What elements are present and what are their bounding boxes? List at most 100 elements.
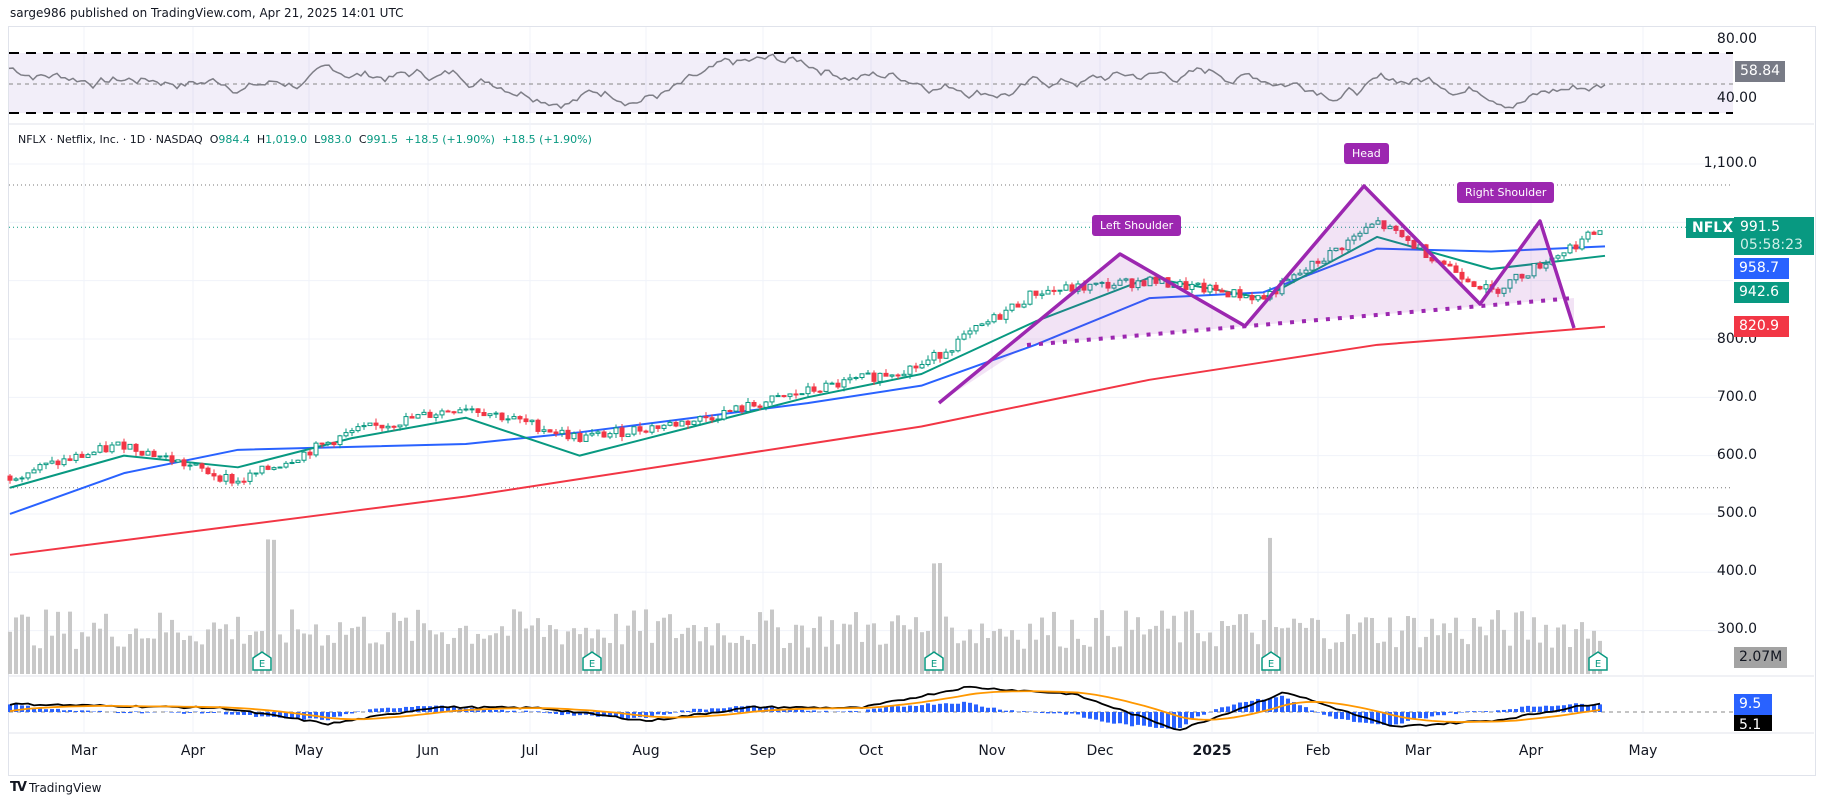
macd-hist-bar bbox=[332, 712, 336, 717]
candle-body bbox=[1333, 247, 1339, 252]
candle-body bbox=[355, 426, 361, 432]
volume-bar bbox=[1148, 629, 1152, 674]
volume-bar bbox=[146, 638, 150, 674]
candle-body bbox=[799, 393, 805, 396]
candle-body bbox=[319, 442, 325, 445]
candle-body bbox=[199, 463, 205, 469]
macd-hist-bar bbox=[1112, 712, 1116, 724]
volume-bar bbox=[770, 609, 774, 674]
volume-bar bbox=[344, 634, 348, 674]
macd-hist-bar bbox=[1274, 697, 1278, 712]
candle-body bbox=[1027, 290, 1033, 305]
candle-body bbox=[1183, 281, 1189, 290]
volume-bar bbox=[1220, 621, 1224, 674]
candle-body bbox=[487, 413, 493, 417]
tradingview-brand[interactable]: TV TradingView bbox=[10, 780, 101, 795]
candle-body bbox=[583, 434, 589, 442]
legend-change: +18.5 (+1.90%) bbox=[405, 133, 495, 146]
candle-body bbox=[739, 405, 745, 412]
candle-body bbox=[589, 432, 595, 436]
volume-bar bbox=[884, 643, 888, 674]
macd-hist-bar bbox=[758, 707, 762, 712]
macd-hist-bar bbox=[1358, 712, 1362, 723]
candle-body bbox=[529, 419, 535, 423]
macd-hist-bar bbox=[1088, 712, 1092, 719]
candle-body bbox=[1345, 239, 1351, 251]
volume-bar bbox=[1532, 617, 1536, 674]
candle-body bbox=[373, 422, 379, 426]
volume-bar bbox=[272, 539, 276, 674]
macd-hist-bar bbox=[800, 709, 804, 712]
macd-hist-bar bbox=[248, 712, 252, 715]
candle-body bbox=[943, 351, 949, 359]
volume-bar bbox=[1166, 628, 1170, 674]
candle-body bbox=[1555, 255, 1561, 259]
macd-hist-bar bbox=[1436, 712, 1440, 716]
candle-body bbox=[919, 363, 925, 369]
macd-hist-bar bbox=[608, 712, 612, 717]
macd-hist-bar bbox=[926, 703, 930, 712]
macd-hist-bar bbox=[1052, 712, 1056, 714]
candle-body bbox=[427, 411, 433, 418]
macd-hist-bar bbox=[1394, 712, 1398, 725]
candle-body bbox=[631, 426, 637, 435]
macd-hist-bar bbox=[1202, 712, 1206, 715]
macd-hist-bar bbox=[506, 711, 510, 712]
volume-bar bbox=[380, 644, 384, 674]
volume-bar bbox=[314, 624, 318, 674]
earnings-marker-letter: E bbox=[1595, 659, 1601, 670]
candle-body bbox=[1243, 295, 1249, 299]
volume-bar bbox=[194, 641, 198, 674]
candle-body bbox=[7, 475, 13, 481]
last-price: 991.5 bbox=[1740, 219, 1781, 235]
month-label: Mar bbox=[1404, 743, 1432, 759]
month-label: May bbox=[294, 743, 324, 759]
price-tick-300: 300.0 bbox=[1716, 621, 1757, 637]
last-price-tag: 991.5 05:58:23 bbox=[1734, 217, 1814, 255]
candle-body bbox=[1507, 279, 1513, 289]
volume-bar bbox=[944, 616, 948, 674]
volume-bar bbox=[1208, 632, 1212, 674]
volume-bar bbox=[584, 627, 588, 674]
macd-hist-bar bbox=[374, 708, 378, 712]
candle-body bbox=[1009, 303, 1015, 311]
macd-hist-bar bbox=[980, 706, 984, 712]
candle-body bbox=[907, 365, 913, 375]
macd-hist-bar bbox=[1076, 712, 1080, 715]
volume-bar bbox=[830, 620, 834, 674]
macd-hist-bar bbox=[1130, 712, 1134, 727]
volume-bar bbox=[494, 633, 498, 674]
volume-bar bbox=[1382, 641, 1386, 674]
macd-hist-bar bbox=[1352, 712, 1356, 722]
candle-body bbox=[697, 416, 703, 422]
volume-bar bbox=[956, 643, 960, 674]
earnings-marker-icon bbox=[924, 651, 944, 671]
candle-body bbox=[709, 417, 715, 421]
volume-bar bbox=[1028, 623, 1032, 674]
volume-bar bbox=[692, 625, 696, 674]
macd-hist-bar bbox=[140, 712, 144, 714]
volume-bar bbox=[602, 637, 606, 674]
volume-bar bbox=[8, 631, 12, 674]
candle-body bbox=[643, 430, 649, 433]
legend-low-label: L bbox=[314, 133, 321, 146]
candle-body bbox=[73, 453, 79, 461]
candle-body bbox=[451, 411, 457, 414]
volume-bar bbox=[860, 641, 864, 674]
rsi-tick-40: 40.00 bbox=[1716, 90, 1757, 106]
candle-body bbox=[157, 455, 163, 458]
candle-body bbox=[187, 464, 193, 467]
macd-hist-bar bbox=[1538, 706, 1542, 712]
volume-bar bbox=[1214, 646, 1218, 674]
volume-bar bbox=[1490, 619, 1494, 674]
candle-body bbox=[1063, 284, 1069, 291]
volume-bar bbox=[386, 632, 390, 674]
volume-bar bbox=[266, 539, 270, 674]
volume-bar bbox=[308, 634, 312, 674]
candle-body bbox=[229, 474, 235, 484]
candle-body bbox=[655, 425, 661, 429]
macd-hist-bar bbox=[1598, 704, 1602, 712]
candle-body bbox=[853, 377, 859, 380]
macd-hist-bar bbox=[440, 705, 444, 712]
